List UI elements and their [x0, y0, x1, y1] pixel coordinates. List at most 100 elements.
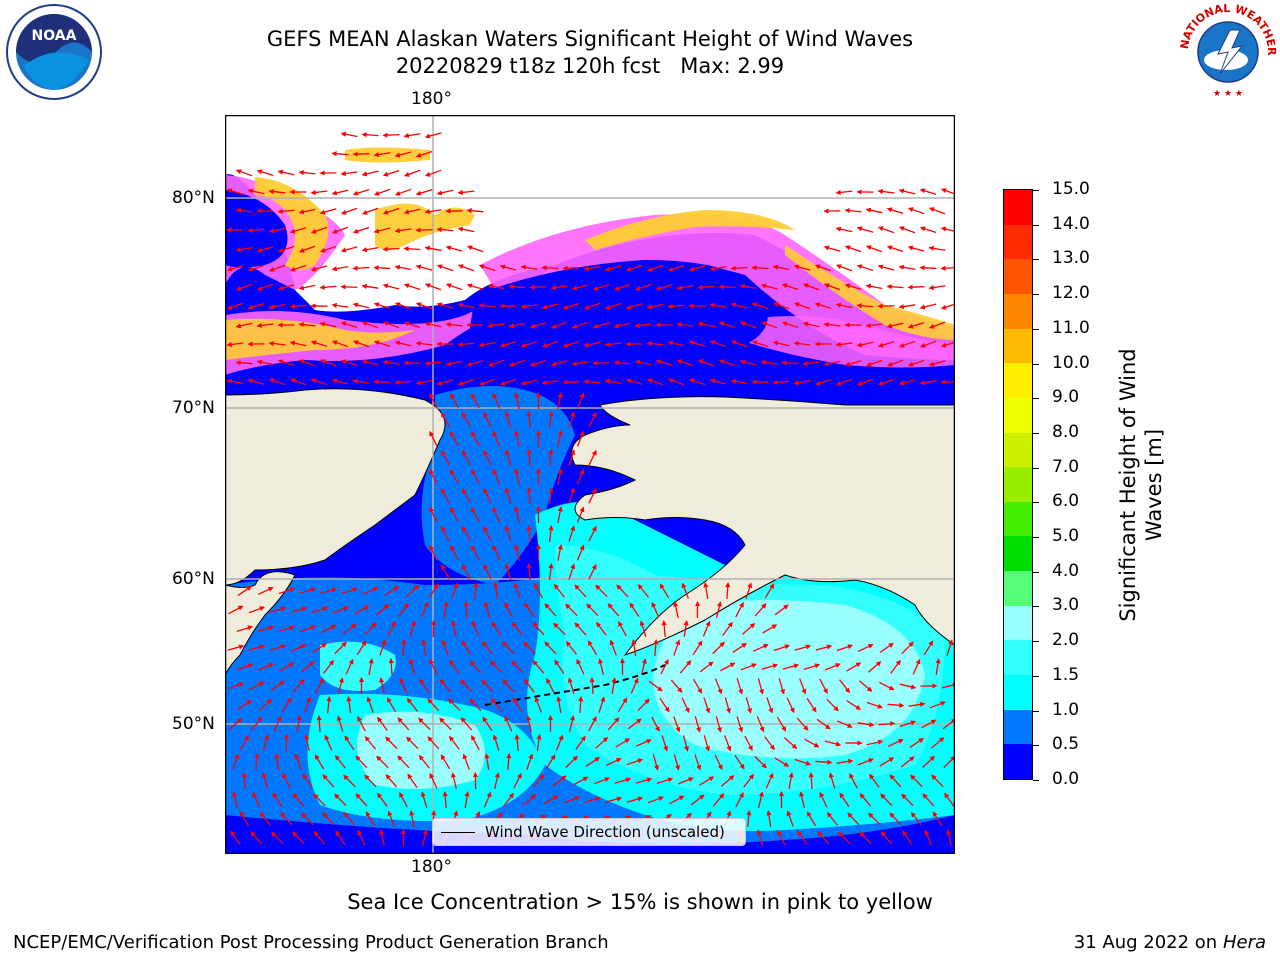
wind-arrow — [613, 322, 631, 329]
colorbar-tick — [1033, 675, 1039, 677]
wind-arrow — [797, 830, 808, 845]
wind-arrow — [574, 622, 587, 636]
colorbar-tick — [1033, 363, 1039, 365]
wind-arrow — [618, 621, 627, 637]
wind-arrow — [794, 644, 812, 651]
wind-arrow — [578, 695, 584, 714]
wind-arrow — [764, 583, 775, 599]
wind-arrow — [420, 791, 428, 808]
wind-arrow — [409, 620, 416, 637]
wind-arrow — [681, 697, 690, 714]
wind-arrow — [593, 777, 610, 785]
wind-arrow — [781, 321, 799, 328]
wind-arrow — [514, 430, 520, 447]
wind-arrow — [673, 639, 681, 656]
wind-arrow — [857, 721, 875, 728]
wind-arrow — [440, 754, 451, 770]
wind-arrow — [268, 378, 286, 386]
wind-arrow — [256, 283, 274, 291]
wind-arrow — [575, 735, 586, 750]
colorbar-tick-label: 1.0 — [1052, 699, 1080, 720]
wind-arrow — [526, 715, 532, 732]
wind-arrow — [679, 660, 692, 674]
wind-arrow — [823, 360, 841, 367]
wind-arrow — [742, 623, 756, 635]
wind-arrow — [541, 303, 559, 310]
wind-arrow — [588, 525, 597, 542]
wind-arrow — [357, 829, 366, 846]
wind-arrow — [648, 680, 663, 692]
wind-arrow — [247, 227, 265, 233]
wind-arrow — [289, 378, 307, 386]
wind-arrow — [565, 755, 578, 769]
wind-arrow — [256, 322, 274, 329]
colorbar-tick-label: 13.0 — [1052, 248, 1090, 269]
wind-arrow — [334, 793, 347, 807]
wind-arrow — [424, 321, 442, 328]
wind-arrow — [492, 392, 501, 409]
wind-arrow — [625, 264, 643, 272]
wind-arrow — [296, 715, 302, 732]
wind-arrow — [357, 715, 366, 732]
wind-arrow — [441, 412, 450, 428]
wind-arrow — [910, 811, 922, 826]
lat-tick-70: 70°N — [172, 398, 215, 418]
footer-date: 31 Aug 2022 on Hera — [1074, 932, 1266, 953]
wind-arrow — [765, 772, 774, 789]
wind-arrow — [739, 283, 757, 289]
wind-arrow — [902, 830, 913, 846]
wind-arrow — [757, 678, 764, 695]
wind-arrow — [385, 774, 398, 788]
wind-arrow — [429, 506, 438, 523]
colorbar-segment — [1004, 189, 1032, 225]
wind-arrow — [835, 378, 853, 386]
colorbar-tick — [1033, 190, 1039, 191]
wind-arrow — [457, 378, 475, 386]
wind-arrow — [702, 620, 711, 637]
wind-arrow — [794, 758, 812, 766]
wind-arrow — [271, 831, 284, 845]
wind-arrow — [461, 526, 472, 542]
wind-arrow — [739, 359, 757, 366]
wind-arrow — [419, 678, 430, 694]
wind-arrow — [436, 264, 454, 272]
wind-arrow — [326, 696, 332, 714]
wind-arrow — [441, 526, 450, 542]
wind-arrow — [584, 796, 602, 803]
wind-arrow — [247, 303, 265, 310]
alaska-land — [571, 396, 955, 656]
wind-arrow — [760, 283, 778, 290]
wind-arrow — [550, 285, 568, 291]
wind-arrow — [651, 716, 660, 733]
wind-arrow — [361, 132, 379, 138]
wind-arrow — [541, 380, 559, 386]
wind-arrow — [592, 283, 610, 291]
wind-arrow — [322, 774, 335, 788]
wind-arrow — [556, 696, 562, 713]
wind-arrow — [235, 283, 253, 291]
wind-arrow — [730, 302, 748, 309]
wind-arrow — [373, 302, 391, 310]
wind-arrow — [251, 716, 262, 731]
wind-arrow — [806, 811, 817, 827]
wind-arrow — [858, 680, 873, 692]
wind-arrow — [289, 340, 307, 347]
lon-tick-bottom: 180° — [411, 857, 452, 877]
wind-arrow — [819, 791, 828, 808]
wind-arrow — [604, 341, 622, 348]
wind-arrow — [364, 736, 377, 750]
wind-arrow — [592, 360, 610, 366]
wind-arrow — [361, 247, 379, 253]
colorbar-segment — [1004, 258, 1032, 294]
wind-arrow — [856, 341, 874, 348]
wind-arrow — [239, 811, 250, 827]
wind-arrow — [257, 663, 274, 671]
wind-arrow — [712, 793, 725, 807]
wind-arrow — [331, 189, 349, 196]
colorbar-segment — [1004, 535, 1032, 572]
wind-arrow — [483, 791, 492, 808]
wind-arrow — [352, 188, 370, 196]
wind-arrow — [439, 679, 452, 693]
wind-arrow — [503, 792, 514, 807]
wind-arrow — [523, 641, 536, 655]
